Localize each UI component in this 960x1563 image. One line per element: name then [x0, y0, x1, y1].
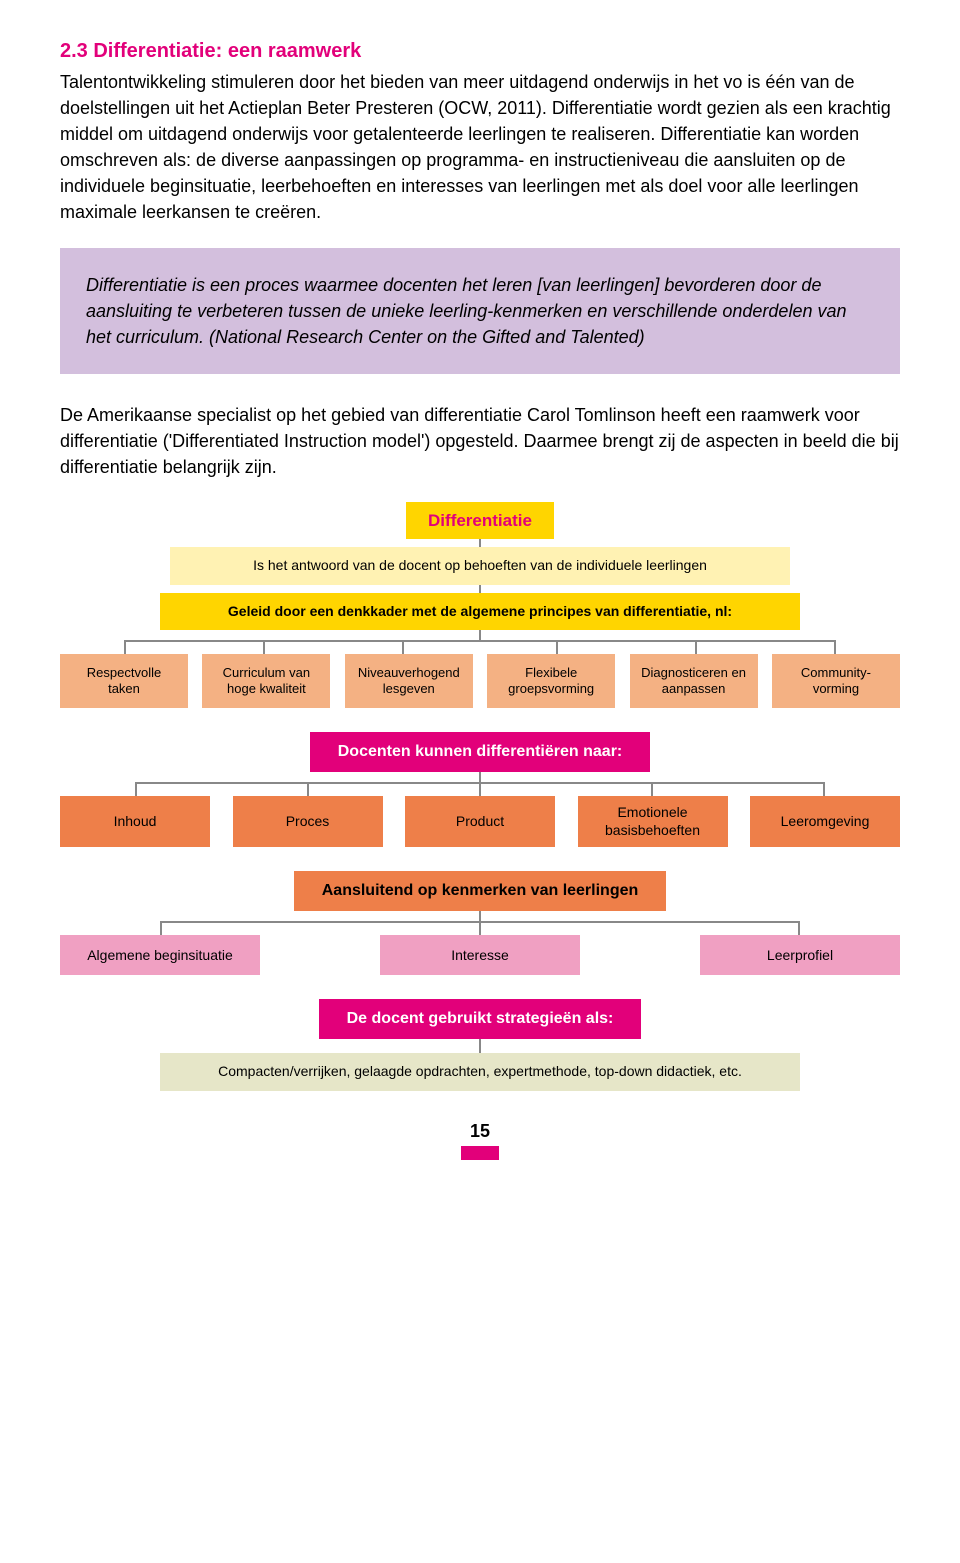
- diagram-title-box: Differentiatie: [406, 502, 554, 539]
- page-number-bar: [461, 1146, 499, 1160]
- paragraph-1: Talentontwikkeling stimuleren door het b…: [60, 69, 900, 226]
- principle-box: Respectvolle taken: [60, 654, 188, 708]
- page-number: 15: [60, 1121, 900, 1160]
- diagram-header-char: Aansluitend op kenmerken van leerlingen: [294, 871, 667, 911]
- differentiation-diagram: Differentiatie Is het antwoord van de do…: [60, 502, 900, 1091]
- paragraph-2: De Amerikaanse specialist op het gebied …: [60, 402, 900, 480]
- principle-box: Diagnosticeren en aanpassen: [630, 654, 758, 708]
- diagram-subtitle-1: Is het antwoord van de docent op behoeft…: [170, 547, 790, 585]
- diff-box: Leeromgeving: [750, 796, 900, 847]
- diff-box: Emotionele basisbehoeften: [578, 796, 728, 847]
- callout-quote: Differentiatie is een proces waarmee doc…: [60, 248, 900, 374]
- strategy-box: Compacten/verrijken, gelaagde opdrachten…: [160, 1053, 800, 1091]
- diagram-subtitle-2: Geleid door een denkkader met de algemen…: [160, 593, 800, 631]
- diagram-header-strat: De docent gebruikt strategieën als:: [319, 999, 642, 1039]
- diff-box: Proces: [233, 796, 383, 847]
- principle-box: Niveauverhogend lesgeven: [345, 654, 473, 708]
- char-box: Algemene beginsituatie: [60, 935, 260, 975]
- principle-box: Curriculum van hoge kwaliteit: [202, 654, 330, 708]
- diff-box: Product: [405, 796, 555, 847]
- page-number-text: 15: [60, 1121, 900, 1142]
- diagram-header-diff: Docenten kunnen differentiëren naar:: [310, 732, 651, 772]
- diff-box: Inhoud: [60, 796, 210, 847]
- char-box: Interesse: [380, 935, 580, 975]
- principle-box: Community-vorming: [772, 654, 900, 708]
- char-box: Leerprofiel: [700, 935, 900, 975]
- principle-box: Flexibele groepsvorming: [487, 654, 615, 708]
- section-heading: 2.3 Differentiatie: een raamwerk: [60, 40, 900, 63]
